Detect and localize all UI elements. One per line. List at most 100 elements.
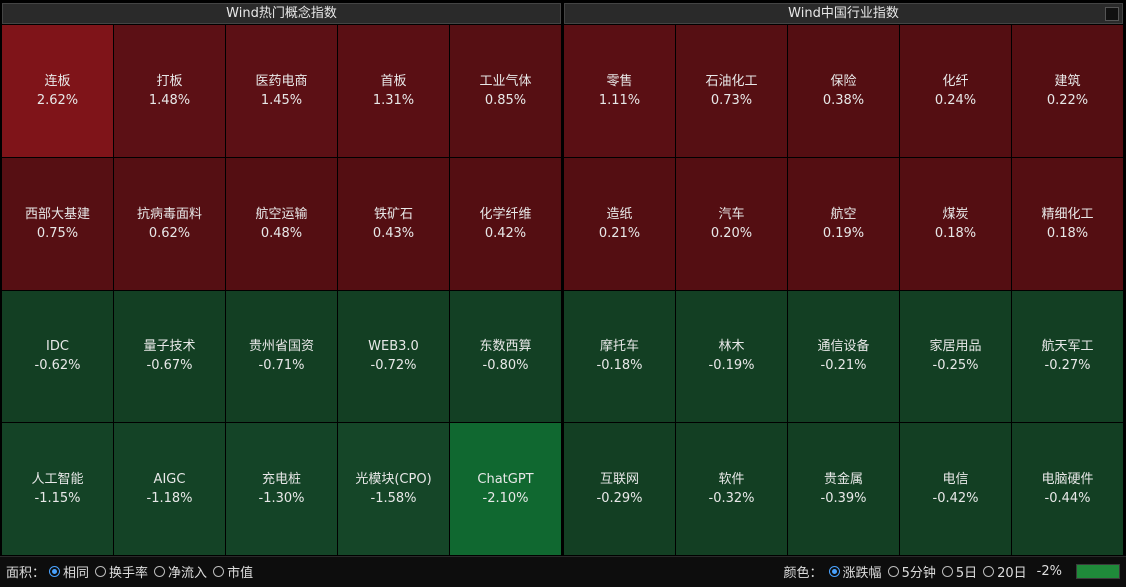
tile-change: -1.58% — [370, 491, 417, 507]
heatmap-tile[interactable]: 精细化工 0.18% — [1012, 157, 1123, 290]
color-option[interactable]: 5分钟 — [884, 562, 936, 581]
tile-name: 首板 — [380, 73, 407, 89]
heatmap-tile[interactable]: 汽车 0.20% — [676, 157, 787, 290]
tile-change: -0.72% — [370, 358, 417, 374]
heatmap-tile[interactable]: ChatGPT -2.10% — [450, 423, 561, 555]
radio-icon[interactable] — [941, 565, 953, 577]
heatmap-tile[interactable]: 建筑 0.22% — [1012, 25, 1123, 157]
heatmap-tile[interactable]: 家居用品 -0.25% — [900, 290, 1011, 423]
radio-icon[interactable] — [49, 565, 61, 577]
heatmap-tile[interactable]: 东数西算 -0.80% — [450, 290, 561, 423]
tile-name: 东数西算 — [479, 339, 532, 355]
tile-name: 林木 — [718, 339, 745, 355]
heatmap-tile[interactable]: 摩托车 -0.18% — [564, 290, 675, 423]
heatmap-tile[interactable]: 打板 1.48% — [114, 25, 225, 157]
area-option[interactable]: 相同 — [45, 562, 89, 581]
area-option-label: 换手率 — [109, 565, 149, 581]
tile-name: WEB3.0 — [368, 339, 419, 355]
color-option[interactable]: 涨跌幅 — [825, 562, 882, 581]
heatmap-tile[interactable]: 化纤 0.24% — [900, 25, 1011, 157]
heatmap-tile[interactable]: IDC -0.62% — [2, 290, 113, 423]
heatmap-tile[interactable]: 光模块(CPO) -1.58% — [338, 423, 449, 555]
tile-name: 量子技术 — [143, 339, 196, 355]
tile-name: 互联网 — [599, 472, 639, 488]
radio-icon[interactable] — [828, 565, 840, 577]
tile-change: -0.62% — [34, 358, 81, 374]
tile-change: 0.38% — [822, 92, 865, 108]
heatmap-tile[interactable]: 造纸 0.21% — [564, 157, 675, 290]
heatmap-tile[interactable]: 保险 0.38% — [788, 25, 899, 157]
heatmap-tile[interactable]: 石油化工 0.73% — [676, 25, 787, 157]
heatmap-tile[interactable]: 抗病毒面料 0.62% — [114, 157, 225, 290]
tile-change: -2.10% — [482, 491, 529, 507]
tile-change: -1.18% — [146, 491, 193, 507]
radio-icon[interactable] — [95, 565, 107, 577]
heatmap-tile[interactable]: 林木 -0.19% — [676, 290, 787, 423]
heatmap-tile[interactable]: 医药电商 1.45% — [226, 25, 337, 157]
industry-index-panel: Wind中国行业指数 零售 1.11% 石油化工 0.73% 保险 0.38% 化纤 0.24… — [564, 3, 1123, 555]
tile-change: -0.39% — [820, 491, 867, 507]
heatmap-tile[interactable]: 贵金属 -0.39% — [788, 423, 899, 555]
radio-icon[interactable] — [213, 565, 225, 577]
heatmap-tile[interactable]: 连板 2.62% — [2, 25, 113, 157]
concept-index-panel: Wind热门概念指数 连板 2.62% 打板 1.48% 医药电商 1.45% 首板 1.31… — [2, 3, 561, 555]
heatmap-tile[interactable]: 工业气体 0.85% — [450, 25, 561, 157]
color-label: 颜色： — [783, 565, 823, 581]
heatmap-tile[interactable]: 铁矿石 0.43% — [338, 157, 449, 290]
tile-change: 0.73% — [710, 92, 753, 108]
heatmap-tile[interactable]: 西部大基建 0.75% — [2, 157, 113, 290]
heatmap-tile[interactable]: WEB3.0 -0.72% — [338, 290, 449, 423]
color-option[interactable]: 5日 — [938, 562, 977, 581]
tile-change: -1.15% — [34, 491, 81, 507]
heatmap-tile[interactable]: 航天军工 -0.27% — [1012, 290, 1123, 423]
panel-maximize-icon[interactable] — [1105, 7, 1119, 21]
heatmap-tile[interactable]: 充电桩 -1.30% — [226, 423, 337, 555]
concept-heatmap-grid: 连板 2.62% 打板 1.48% 医药电商 1.45% 首板 1.31% 工业气体 0.85% 西… — [2, 25, 561, 555]
tile-change: -0.21% — [820, 358, 867, 374]
tile-change: -0.18% — [596, 358, 643, 374]
concept-panel-title: Wind热门概念指数 — [226, 6, 337, 21]
tile-name: 航空运输 — [255, 206, 308, 222]
color-option[interactable]: 20日 — [979, 562, 1027, 581]
tile-change: -0.29% — [596, 491, 643, 507]
industry-heatmap-grid: 零售 1.11% 石油化工 0.73% 保险 0.38% 化纤 0.24% 建筑 0.22% 造纸 0… — [564, 25, 1123, 555]
heatmap-tile[interactable]: 零售 1.11% — [564, 25, 675, 157]
heatmap-tile[interactable]: 互联网 -0.29% — [564, 423, 675, 555]
heatmap-tile[interactable]: 量子技术 -0.67% — [114, 290, 225, 423]
tile-change: 0.62% — [148, 225, 191, 241]
heatmap-tile[interactable]: 通信设备 -0.21% — [788, 290, 899, 423]
tile-change: 0.20% — [710, 225, 753, 241]
tile-name: 保险 — [830, 73, 857, 89]
tile-name: 抗病毒面料 — [136, 206, 202, 222]
area-option[interactable]: 换手率 — [91, 562, 148, 581]
area-option[interactable]: 净流入 — [150, 562, 207, 581]
heatmap-tile[interactable]: 航空 0.19% — [788, 157, 899, 290]
heatmap-tile[interactable]: 软件 -0.32% — [676, 423, 787, 555]
tile-name: 煤炭 — [942, 206, 969, 222]
heatmap-tile[interactable]: AIGC -1.18% — [114, 423, 225, 555]
heatmap-tile[interactable]: 航空运输 0.48% — [226, 157, 337, 290]
radio-icon[interactable] — [887, 565, 899, 577]
heatmap-tile[interactable]: 首板 1.31% — [338, 25, 449, 157]
heatmap-tile[interactable]: 煤炭 0.18% — [900, 157, 1011, 290]
area-option[interactable]: 市值 — [209, 562, 253, 581]
concept-panel-header: Wind热门概念指数 — [2, 3, 561, 24]
area-label: 面积： — [6, 565, 46, 581]
tile-change: 1.31% — [372, 92, 415, 108]
tile-change: -0.32% — [708, 491, 755, 507]
tile-name: 铁矿石 — [373, 206, 413, 222]
heatmap-tile[interactable]: 电脑硬件 -0.44% — [1012, 423, 1123, 555]
tile-name: 精细化工 — [1041, 206, 1094, 222]
heatmap-tile[interactable]: 电信 -0.42% — [900, 423, 1011, 555]
radio-icon[interactable] — [154, 565, 166, 577]
tile-change: 0.48% — [260, 225, 303, 241]
radio-icon[interactable] — [983, 565, 995, 577]
tile-change: -0.42% — [932, 491, 979, 507]
tile-change: 0.21% — [598, 225, 641, 241]
tile-change: -0.80% — [482, 358, 529, 374]
tile-name: 医药电商 — [255, 73, 308, 89]
tile-name: 化学纤维 — [479, 206, 532, 222]
heatmap-tile[interactable]: 贵州省国资 -0.71% — [226, 290, 337, 423]
heatmap-tile[interactable]: 化学纤维 0.42% — [450, 157, 561, 290]
heatmap-tile[interactable]: 人工智能 -1.15% — [2, 423, 113, 555]
